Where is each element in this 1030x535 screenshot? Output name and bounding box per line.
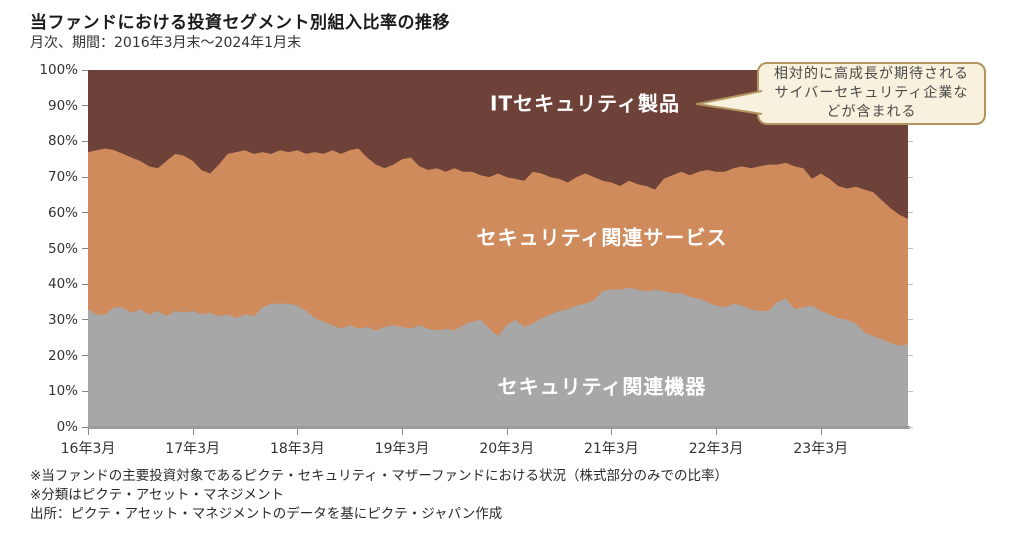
y-axis-tick <box>82 283 88 285</box>
x-axis-line <box>88 426 910 429</box>
callout-pointer <box>696 90 762 115</box>
stacked-area-svg <box>88 70 908 427</box>
y-axis-tick <box>82 69 88 71</box>
y-axis-tick <box>82 355 88 357</box>
footnote-3: 出所：ピクテ・アセット・マネジメントのデータを基にピクテ・ジャパン作成 <box>30 506 503 522</box>
x-axis-tick <box>297 429 299 435</box>
y-axis-tick <box>82 426 88 428</box>
y-axis-tick-right <box>908 426 913 428</box>
chart-plot <box>88 70 908 427</box>
y-tick-label: 20% <box>47 347 78 364</box>
y-axis-tick-right <box>908 390 913 392</box>
y-axis-tick-right <box>908 176 913 178</box>
footnote-1: ※当ファンドの主要投資対象であるピクテ・セキュリティ・マザーファンドにおける状況… <box>30 468 729 484</box>
y-axis-tick <box>82 212 88 214</box>
callout-note: 相対的に高成長が期待される サイバーセキュリティ企業な どが含まれる <box>757 62 986 125</box>
x-tick-label: 19年3月 <box>374 441 430 457</box>
area-label-it-security-products: ITセキュリティ製品 <box>490 91 680 116</box>
y-axis-tick-right <box>908 248 913 249</box>
y-tick-label: 30% <box>47 311 78 328</box>
y-axis-tick-right <box>908 212 913 214</box>
y-tick-label: 10% <box>47 383 78 400</box>
x-axis-tick <box>192 429 194 435</box>
y-tick-label: 100% <box>39 62 78 78</box>
y-axis-tick <box>82 105 88 107</box>
x-tick-label: 23年3月 <box>793 441 849 457</box>
y-axis-tick-right <box>908 140 913 142</box>
x-tick-label: 17年3月 <box>165 441 221 457</box>
y-tick-label: 0% <box>56 419 78 435</box>
y-axis-tick <box>82 390 88 392</box>
y-axis-tick <box>82 319 88 321</box>
y-axis-tick-right <box>908 355 913 357</box>
x-tick-label: 16年3月 <box>60 441 116 457</box>
y-tick-label: 40% <box>47 276 78 293</box>
x-axis-tick <box>611 429 613 435</box>
y-axis-tick <box>82 176 88 178</box>
x-axis-tick <box>88 429 89 435</box>
y-tick-label: 80% <box>47 133 78 150</box>
y-tick-label: 70% <box>47 169 78 186</box>
y-axis-tick-right <box>908 319 913 321</box>
area-label-security-services: セキュリティ関連サービス <box>476 225 728 250</box>
x-axis-tick <box>716 429 718 435</box>
x-axis-tick <box>820 429 822 435</box>
x-tick-label: 18年3月 <box>269 441 325 457</box>
area-label-security-equipment: セキュリティ関連機器 <box>497 374 707 399</box>
area-series <box>88 287 908 427</box>
y-axis-tick <box>82 140 88 142</box>
callout-line: サイバーセキュリティ企業な <box>774 85 969 101</box>
y-axis-tick <box>82 248 88 249</box>
page-title: 当ファンドにおける投資セグメント別組入比率の推移 <box>30 13 450 33</box>
x-tick-label: 22年3月 <box>688 441 744 457</box>
x-tick-label: 20年3月 <box>479 441 535 457</box>
y-tick-label: 50% <box>47 240 78 257</box>
footnotes: ※当ファンドの主要投資対象であるピクテ・セキュリティ・マザーファンドにおける状況… <box>30 467 728 524</box>
y-tick-label: 60% <box>47 204 78 221</box>
x-axis-tick <box>402 429 404 435</box>
y-axis-tick-right <box>908 283 913 285</box>
callout-line: 相対的に高成長が期待される <box>774 66 969 82</box>
page-subtitle: 月次、期間：2016年3月末～2024年1月末 <box>30 35 302 51</box>
x-tick-label: 21年3月 <box>584 441 639 457</box>
callout-line: どが含まれる <box>826 104 917 120</box>
y-tick-label: 90% <box>47 97 78 114</box>
x-axis-tick <box>506 429 508 435</box>
footnote-2: ※分類はピクテ・アセット・マネジメント <box>30 487 285 503</box>
